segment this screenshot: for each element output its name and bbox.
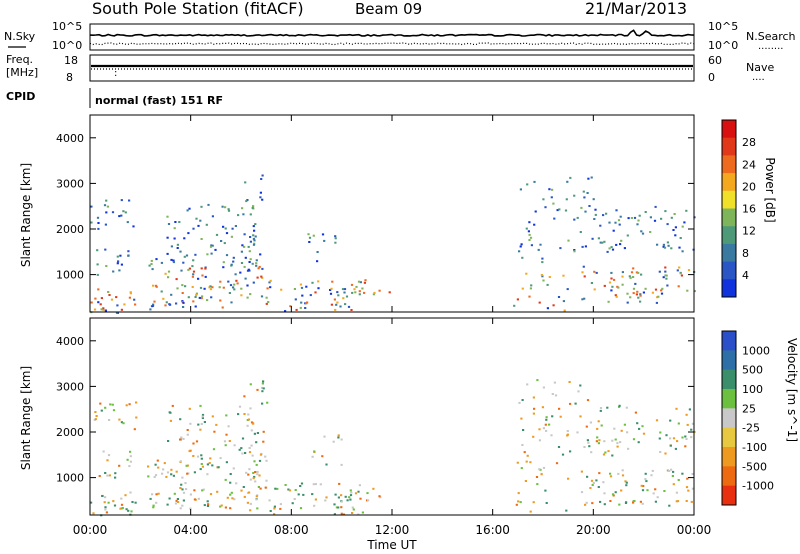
nave-tick-top: 60 xyxy=(708,54,722,67)
y-tick-label: 1000 xyxy=(56,472,84,485)
cpid-label: CPID xyxy=(6,90,35,103)
y-tick-label: 3000 xyxy=(56,177,84,190)
colorbar-tick: 500 xyxy=(742,364,763,377)
colorbar-tick: 12 xyxy=(742,225,756,238)
power-colorbar-label: Power [dB] xyxy=(763,157,777,222)
noise-right-tick-bottom: 10^0 xyxy=(708,39,738,52)
colorbar-tick: 8 xyxy=(742,247,749,260)
velocity-y-label: Slant Range [km] xyxy=(19,366,33,470)
noise-left-tick-bottom: 10^0 xyxy=(52,39,82,52)
velocity-heatmap xyxy=(90,379,696,517)
nave-legend-dots: .... xyxy=(752,72,765,83)
power-y-axis: 1000 2000 3000 4000 xyxy=(56,132,694,282)
cpid-text: normal (fast) 151 RF xyxy=(95,94,223,107)
n-search-legend-dots: ........ xyxy=(758,41,783,52)
x-axis-label: Time UT xyxy=(366,538,417,552)
y-tick-label: 4000 xyxy=(56,132,84,145)
colorbar-tick: -25 xyxy=(742,422,760,435)
colorbar-tick: 16 xyxy=(742,203,756,216)
velocity-colorbar: 1000 500 100 25 -25 -100 -500 -1000 xyxy=(721,330,774,506)
beam-label: Beam 09 xyxy=(355,0,422,18)
power-panel-frame xyxy=(89,114,695,313)
colorbar-tick: -500 xyxy=(742,460,767,473)
n-sky-label: N.Sky xyxy=(4,30,36,43)
y-tick-label: 1000 xyxy=(56,269,84,282)
colorbar-tick: 28 xyxy=(742,136,756,149)
freq-tick-bottom: 8 xyxy=(66,71,73,84)
n-search-trace xyxy=(89,42,695,46)
power-colorbar: 4 8 12 16 20 24 28 xyxy=(721,119,756,298)
y-tick-label: 2000 xyxy=(56,426,84,439)
freq-panel-frame xyxy=(89,54,695,82)
colorbar-tick: 20 xyxy=(742,180,756,193)
noise-right-tick-top: 10^5 xyxy=(708,20,738,33)
x-tick-label: 04:00 xyxy=(173,523,208,537)
freq-label: Freq. xyxy=(6,53,33,66)
time-axis: 00:00 04:00 08:00 12:00 16:00 20:00 00:00 xyxy=(73,115,712,537)
x-tick-label: 20:00 xyxy=(576,523,611,537)
y-tick-label: 3000 xyxy=(56,380,84,393)
power-y-label: Slant Range [km] xyxy=(19,163,33,267)
x-tick-label: 12:00 xyxy=(375,523,410,537)
power-heatmap xyxy=(90,174,696,314)
noise-panel-frame xyxy=(89,23,695,51)
n-search-label: N.Search xyxy=(746,30,796,43)
colorbar-tick: -1000 xyxy=(742,480,774,493)
y-tick-label: 4000 xyxy=(56,335,84,348)
velocity-colorbar-label: Velocity [m s^-1] xyxy=(785,338,799,442)
colorbar-tick: 24 xyxy=(742,158,756,171)
colorbar-tick: 100 xyxy=(742,383,763,396)
velocity-y-axis: 1000 2000 3000 4000 xyxy=(56,335,694,485)
y-tick-label: 2000 xyxy=(56,223,84,236)
station-title: South Pole Station (fitACF) xyxy=(92,0,304,18)
n-sky-trace xyxy=(89,29,695,37)
nave-glitch-dot: : xyxy=(114,68,117,79)
freq-unit-label: [MHz] xyxy=(6,66,38,79)
nave-tick-bottom: 0 xyxy=(708,71,715,84)
x-tick-label: 00:00 xyxy=(73,523,108,537)
x-tick-label: 16:00 xyxy=(475,523,510,537)
colorbar-tick: -100 xyxy=(742,441,767,454)
x-tick-label: 08:00 xyxy=(274,523,309,537)
nave-label: Nave xyxy=(746,61,774,74)
freq-tick-top: 18 xyxy=(64,54,78,67)
x-tick-label: 00:00 xyxy=(677,523,712,537)
colorbar-tick: 25 xyxy=(742,402,756,415)
colorbar-tick: 1000 xyxy=(742,344,770,357)
noise-left-tick-top: 10^5 xyxy=(52,20,82,33)
colorbar-tick: 4 xyxy=(742,269,749,282)
date-label: 21/Mar/2013 xyxy=(585,0,687,18)
